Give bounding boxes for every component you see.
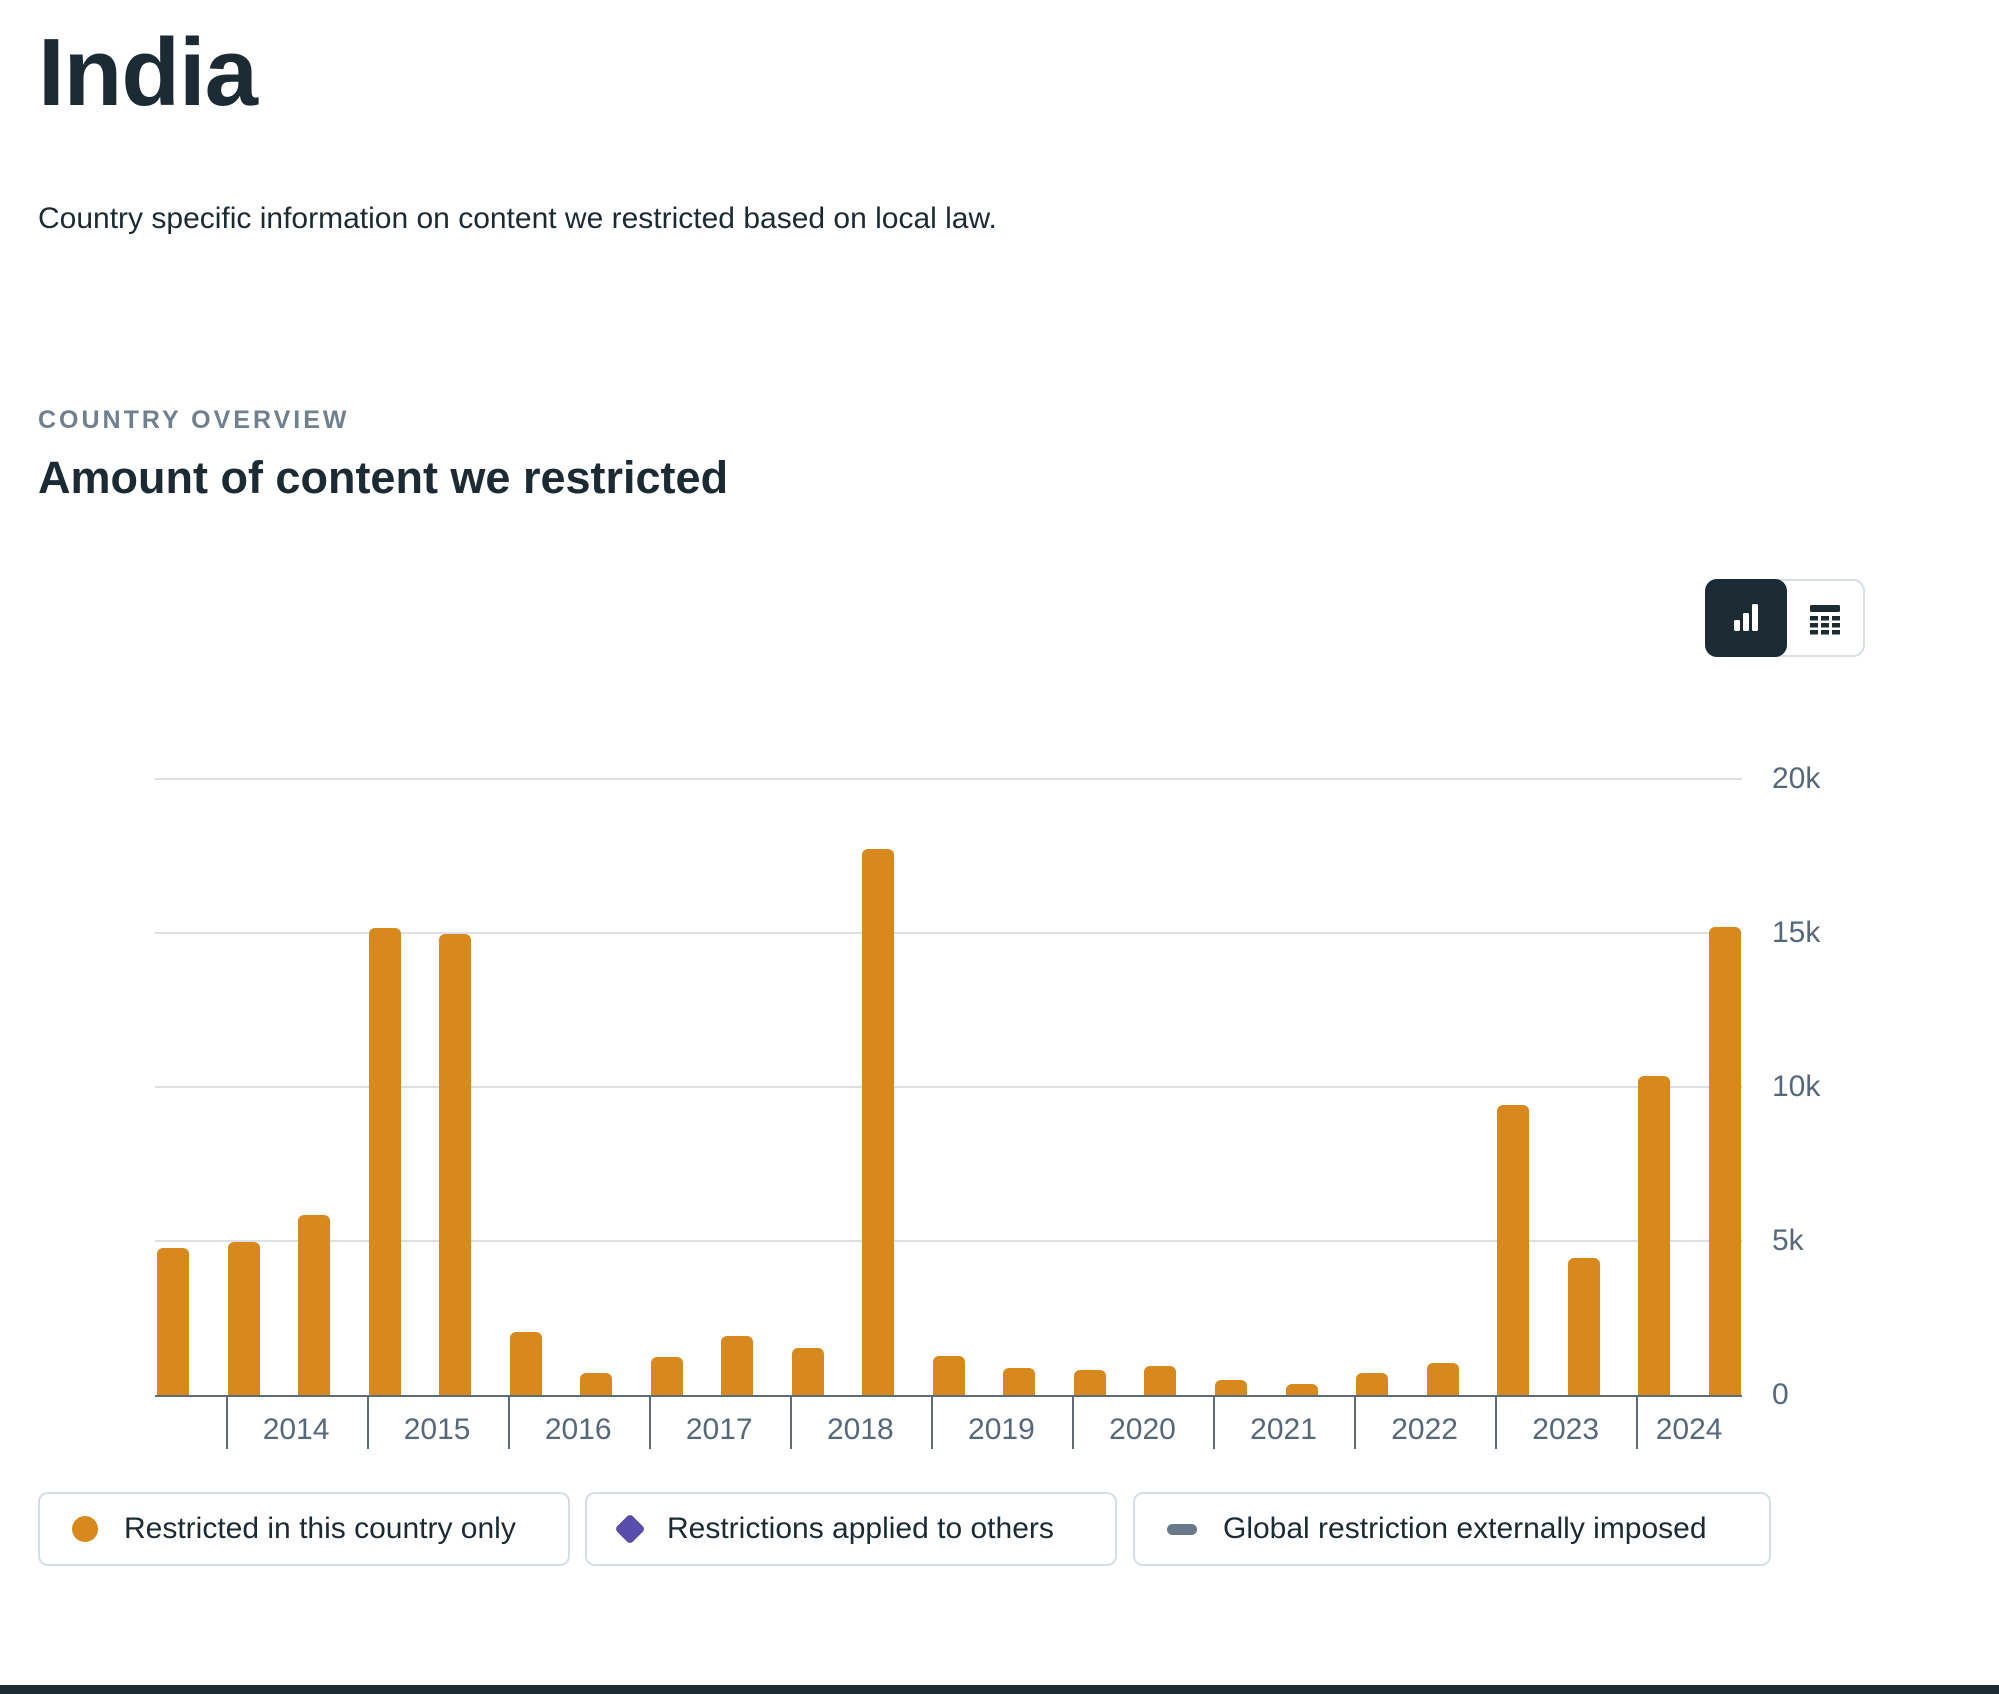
gridline-5k [155,1240,1742,1242]
legend-label: Restrictions applied to others [667,1512,1054,1545]
bar-chart-icon [1725,596,1767,641]
bar-2023-h1[interactable] [1497,1105,1529,1395]
bar-2015-h2[interactable] [439,934,471,1395]
x-axis-label-2016: 2016 [544,1413,612,1446]
bar-2016-h1[interactable] [510,1332,542,1395]
y-tick-label-15k: 15k [1772,916,1821,949]
x-tick-2024 [1636,1395,1639,1449]
x-axis-label-2022: 2022 [1391,1413,1458,1446]
section-title: Amount of content we restricted [38,452,729,503]
y-tick-label-5k: 5k [1772,1224,1804,1257]
x-tick-2021 [1213,1395,1215,1449]
x-tick-2019 [930,1395,933,1449]
x-axis-label-2017: 2017 [685,1413,753,1446]
x-axis-line [155,1395,1742,1397]
legend-label: Restricted in this country only [124,1512,516,1545]
x-axis-label-2018: 2018 [826,1413,894,1446]
x-tick-2017 [648,1395,651,1449]
bar-2017-h2[interactable] [721,1336,753,1395]
bar-2017-h1[interactable] [651,1357,683,1395]
bar-2019-h2[interactable] [1003,1368,1035,1395]
x-axis-label-2019: 2019 [968,1413,1035,1446]
footer-top-bar [0,1685,1999,1694]
legend-item-restricted-country[interactable]: Restricted in this country only [38,1492,570,1566]
bar-2021-h1[interactable] [1215,1380,1247,1395]
bar-2020-h2[interactable] [1144,1366,1176,1395]
page-subtitle: Country specific information on content … [38,202,997,235]
y-tick-label-0: 0 [1772,1378,1789,1411]
x-tick-2018 [789,1395,792,1449]
bar-2020-h1[interactable] [1074,1370,1106,1395]
bar-2013-h2[interactable] [157,1248,189,1395]
gridline-10k [155,1086,1742,1088]
x-axis-label-2015: 2015 [403,1413,471,1446]
gridline-20k [155,778,1742,780]
bar-2018-h1[interactable] [792,1348,824,1395]
x-tick-2014 [225,1395,228,1449]
bar-2019-h1[interactable] [933,1356,965,1395]
restrictions-bar-chart: 0 5k 10k 15k 20k 2014 2015 2016 2017 2018 2019 202… [0,740,1999,1480]
bar-2022-h2[interactable] [1427,1363,1459,1395]
bar-2021-h2[interactable] [1286,1384,1318,1395]
legend-label: Global restriction externally imposed [1223,1512,1707,1545]
bar-2023-h2[interactable] [1568,1258,1600,1395]
x-axis-label-2024: 2024 [1655,1413,1723,1446]
purple-diamond-swatch [614,1513,646,1545]
page-title: India [38,19,258,126]
y-tick-label-20k: 20k [1772,762,1821,795]
legend-item-global-external[interactable]: Global restriction externally imposed [1133,1492,1771,1566]
bar-2022-h1[interactable] [1356,1373,1388,1395]
bar-2018-h2[interactable] [862,849,894,1395]
x-tick-2023 [1495,1395,1498,1449]
bar-2016-h2[interactable] [580,1373,612,1395]
x-axis-label-2021: 2021 [1250,1413,1317,1446]
bar-2014-h2[interactable] [298,1215,330,1395]
x-tick-2016 [507,1395,510,1449]
table-icon [1804,596,1846,641]
bar-2024-h2[interactable] [1709,927,1741,1395]
y-tick-label-10k: 10k [1772,1070,1821,1103]
gridline-15k [155,932,1742,934]
x-axis-label-2014: 2014 [262,1413,330,1446]
orange-circle-swatch [72,1516,98,1542]
view-toggle [1705,579,1865,657]
legend-item-applied-others[interactable]: Restrictions applied to others [585,1492,1117,1566]
slate-dash-swatch [1167,1523,1197,1535]
x-tick-2020 [1071,1395,1074,1449]
bar-2014-h1[interactable] [228,1242,260,1395]
section-kicker: COUNTRY OVERVIEW [38,406,350,434]
x-tick-2022 [1354,1395,1357,1449]
x-axis-label-2023: 2023 [1532,1413,1600,1446]
bar-2015-h1[interactable] [369,928,401,1395]
table-view-button[interactable] [1787,581,1863,655]
x-axis-label-2020: 2020 [1109,1413,1176,1446]
bar-2024-h1[interactable] [1638,1076,1670,1395]
chart-view-button[interactable] [1705,579,1787,657]
x-tick-2015 [366,1395,369,1449]
